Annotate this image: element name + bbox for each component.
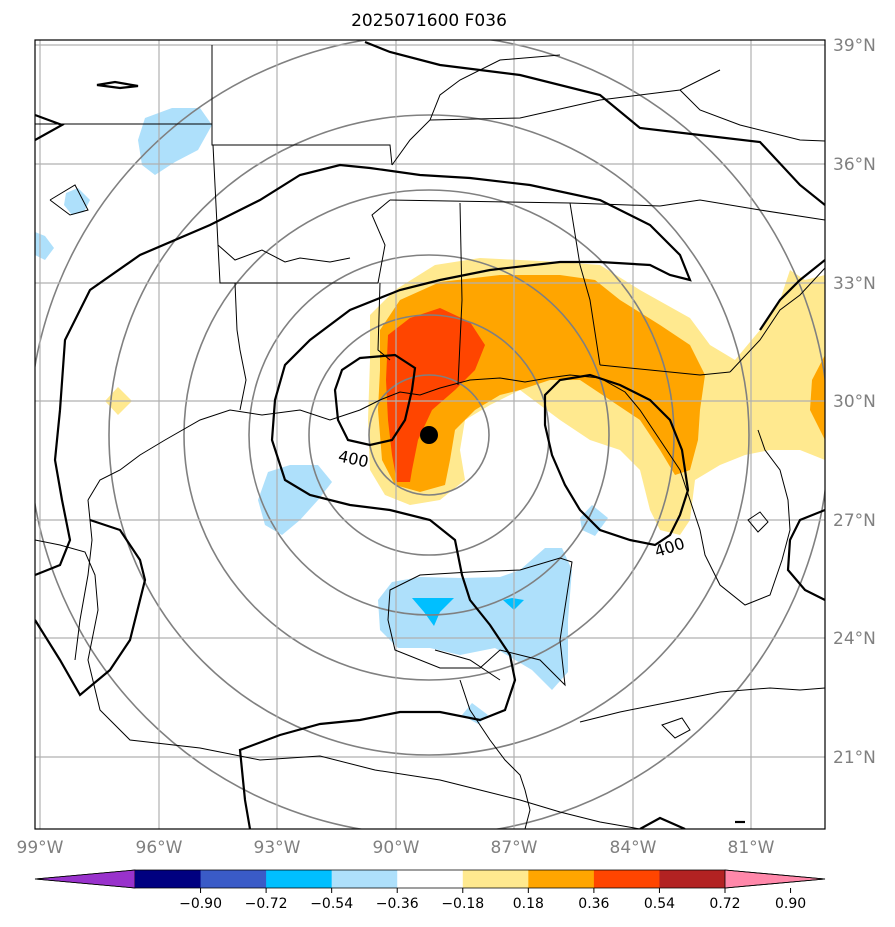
colorbar-segment [397,870,464,888]
lat-label: 36°N [833,155,876,175]
lon-label: 87°W [491,838,538,858]
colorbar-segment [659,870,726,888]
lat-label: 33°N [833,274,876,294]
longitude-labels: 99°W 96°W 93°W 90°W 87°W 84°W 81°W [17,838,775,858]
height-contours [35,40,825,829]
lon-label: 93°W [254,838,301,858]
colorbar-tick-label: −0.90 [179,896,222,912]
colorbar-segment [593,870,660,888]
colorbar-tick-label: 0.90 [775,896,806,912]
colorbar-extend-min [34,869,136,889]
lat-label: 39°N [833,36,876,56]
colorbar-tick-label: −0.36 [376,896,419,912]
colorbar-segment [331,870,398,888]
colorbar-segment [266,870,333,888]
colorbar-segment [528,870,595,888]
range-rings [35,40,825,829]
colorbar-tick-label: 0.72 [709,896,740,912]
colorbar-tick-label: 0.54 [644,896,675,912]
lon-label: 90°W [373,838,420,858]
map-title: 2025071600 F036 [351,11,507,31]
colorbar-tick-label: −0.18 [441,896,484,912]
lon-label: 96°W [136,838,183,858]
colorbar-tick-label: −0.54 [310,896,353,912]
lon-label: 81°W [728,838,775,858]
lon-label: 99°W [17,838,64,858]
colorbar-tick-label: 0.36 [578,896,609,912]
colorbar: −0.90 −0.72 −0.54 −0.36 −0.18 0.18 0.36 0.54 0.7… [34,869,826,912]
lat-label: 21°N [833,748,876,768]
lat-label: 24°N [833,629,876,649]
anomaly-red-region [386,308,485,482]
colorbar-extend-max [724,869,826,889]
anomaly-blue-area-small1 [64,188,90,215]
anomaly-blue-area-gulf-south [378,548,572,690]
colorbar-tick-label: −0.72 [245,896,288,912]
lat-label: 30°N [833,392,876,412]
colorbar-outline [34,869,826,889]
map-frame [34,39,826,830]
anomaly-orange-east [810,355,825,440]
colorbar-segment [462,870,529,888]
colorbar-segment [200,870,267,888]
colorbar-tick-label: 0.18 [513,896,544,912]
lat-label: 27°N [833,511,876,531]
lon-label: 84°W [610,838,657,858]
colorbar-segment [135,870,202,888]
latitude-labels: 39°N 36°N 33°N 30°N 27°N 24°N 21°N [833,36,876,768]
anomaly-deep-blue-1 [412,598,454,626]
storm-center-marker [420,426,438,444]
anomaly-blue-area-north [138,108,212,175]
